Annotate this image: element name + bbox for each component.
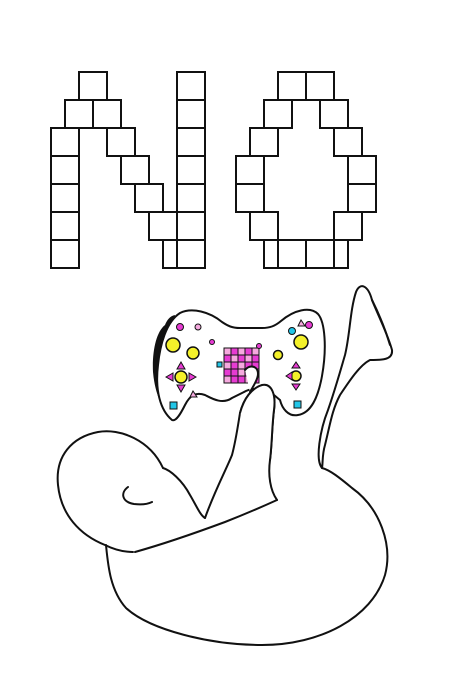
mid-yellow-right (272, 349, 284, 361)
action-left-icon (285, 371, 293, 381)
letter-n-block (176, 239, 206, 269)
pixel-grid-cell (230, 368, 239, 377)
baby-eye (122, 486, 153, 506)
right-small-cyan (288, 327, 296, 335)
letter-n-block (50, 155, 80, 185)
pixel-grid-cell (230, 354, 239, 363)
letter-o-block (333, 211, 363, 241)
dpad-up-icon (176, 360, 186, 370)
letter-o-block (235, 183, 265, 213)
pink-triangle-left (189, 390, 198, 398)
letter-o-block (277, 239, 307, 269)
letter-n-block (106, 127, 136, 157)
letter-o-block (249, 127, 279, 157)
pixel-grid-cell (223, 354, 232, 363)
letter-o-block (235, 155, 265, 185)
letter-n-block (176, 99, 206, 129)
dpad-down-icon (176, 384, 186, 394)
letter-o-block (249, 211, 279, 241)
cyan-square-mid (216, 361, 223, 368)
baby-figure-icon (56, 285, 394, 646)
pixel-grid-cell (244, 347, 253, 356)
letter-o-block (305, 239, 335, 269)
letter-n-block (148, 211, 178, 241)
letter-o-block (277, 71, 307, 101)
letter-n-block (92, 99, 122, 129)
pixel-grid-cell (237, 368, 246, 377)
left-dpad-center (174, 370, 188, 384)
pink-triangle-right (297, 319, 306, 327)
dpad-left-icon (164, 372, 174, 382)
letter-n-block (50, 183, 80, 213)
pink-dot-b (256, 343, 262, 349)
baby-head (56, 430, 164, 553)
left-small-pink (176, 323, 184, 331)
letter-n-block (50, 127, 80, 157)
pixel-grid-cell (251, 354, 260, 363)
pixel-grid-cell (244, 354, 253, 363)
letter-n-block (176, 71, 206, 101)
letter-n-block (176, 155, 206, 185)
letter-n-blocks (50, 71, 206, 269)
pixel-grid-cell (223, 347, 232, 356)
letter-n-block (176, 183, 206, 213)
right-stick (293, 334, 309, 350)
letter-o-block (319, 99, 349, 129)
letter-o-block (347, 155, 377, 185)
letter-n-block (50, 211, 80, 241)
cyan-square-left (169, 401, 178, 410)
letter-o-block (305, 71, 335, 101)
left-stick (165, 337, 181, 353)
right-small-pink (305, 321, 313, 329)
letter-n-block (78, 71, 108, 101)
pixel-grid-cell (223, 375, 232, 384)
action-down-icon (291, 383, 301, 391)
pixel-grid-cell (237, 375, 246, 384)
baby-leg (317, 285, 394, 469)
mid-yellow-left (186, 346, 200, 360)
letter-n-block (134, 183, 164, 213)
letter-n-block (120, 155, 150, 185)
letter-n-block (64, 99, 94, 129)
pixel-grid-cell (237, 354, 246, 363)
pixel-grid-cell (223, 361, 232, 370)
letter-o-block (347, 183, 377, 213)
controller-icon (152, 308, 326, 422)
top-small-pink (194, 323, 202, 331)
cyan-square-right (293, 400, 302, 409)
pink-dot-a (209, 339, 215, 345)
pixel-grid-cell (251, 347, 260, 356)
letter-o-block (333, 127, 363, 157)
pixel-grid-cell (230, 375, 239, 384)
pixel-grid-cell (237, 361, 246, 370)
dpad-right-icon (188, 372, 198, 382)
pixel-grid-cell (237, 347, 246, 356)
pixel-grid-cell (230, 361, 239, 370)
pixel-grid-cell (223, 368, 232, 377)
baby-chin (162, 467, 206, 519)
action-up-icon (291, 361, 301, 369)
baby-hand (239, 383, 276, 461)
letter-o-blocks (235, 71, 377, 269)
baby-body (105, 467, 389, 646)
letter-o-block (263, 99, 293, 129)
letter-n-block (176, 211, 206, 241)
letter-n-block (176, 127, 206, 157)
baby-foot-crease (371, 299, 391, 346)
pixel-grid-cell (230, 347, 239, 356)
baby-thumb (244, 365, 260, 393)
letter-n-block (50, 239, 80, 269)
baby-thigh (134, 499, 278, 553)
